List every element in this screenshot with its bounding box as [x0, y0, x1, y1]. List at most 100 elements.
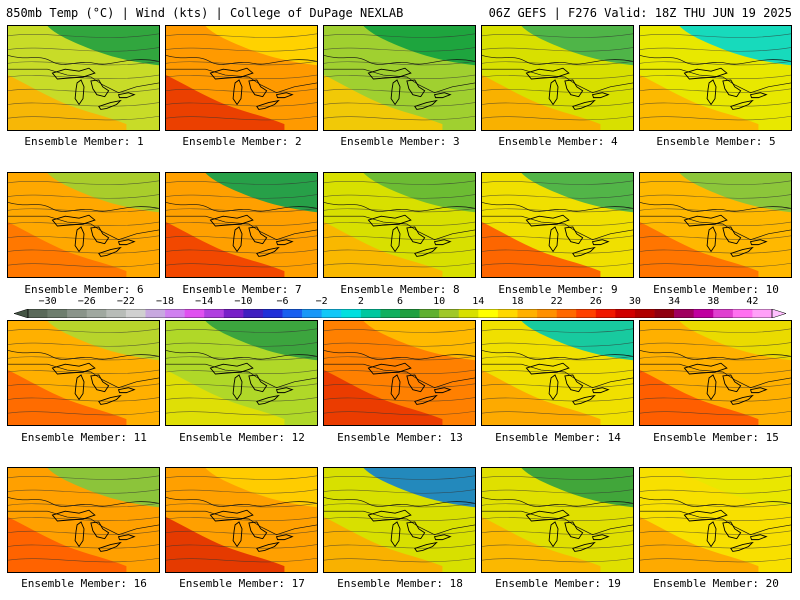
great-lake-outline [414, 394, 438, 405]
colorbar-segment [125, 309, 146, 318]
temperature-field [8, 321, 159, 425]
ensemble-member-map [165, 320, 318, 426]
great-lake-outline [749, 239, 768, 246]
colorbar-tick-label: 18 [511, 296, 524, 307]
great-lake-outline [209, 214, 254, 227]
temperature-field [640, 321, 791, 425]
ensemble-member-map [481, 320, 634, 426]
colorbar-segment [615, 309, 636, 318]
great-lake-outline [275, 387, 294, 394]
colorbar-segment [341, 309, 362, 318]
great-lake-outline [548, 374, 559, 401]
great-lake-outline [749, 92, 768, 99]
temperature-field [640, 26, 791, 130]
great-lake-outline [51, 362, 96, 375]
great-lake-outline [433, 387, 452, 394]
great-lake-outline [209, 67, 254, 80]
colorbar-tick-label: −10 [234, 296, 253, 307]
colorbar-tick-label: −30 [38, 296, 57, 307]
colorbar-segment [321, 309, 342, 318]
temperature-field [324, 321, 475, 425]
colorbar-segment [380, 309, 401, 318]
colorbar-tick-label: 6 [396, 296, 404, 307]
colorbar-segment [67, 309, 88, 318]
colorbar-segment [693, 309, 714, 318]
great-lake-outline [548, 226, 559, 253]
ensemble-member-label: Ensemble Member: 3 [340, 135, 460, 148]
colorbar-segment [262, 309, 283, 318]
great-lake-outline [683, 509, 728, 522]
great-lake-outline [256, 246, 280, 257]
great-lake-outline [572, 99, 596, 110]
temperature-field [640, 468, 791, 572]
great-lake-outline [74, 374, 85, 401]
great-lake-outline [722, 79, 742, 98]
ensemble-member-label: Ensemble Member: 14 [495, 431, 621, 444]
great-lake-outline [433, 92, 452, 99]
ensemble-member-label: Ensemble Member: 8 [340, 283, 460, 296]
ensemble-member-label: Ensemble Member: 19 [495, 577, 621, 590]
colorbar-segment [28, 309, 48, 318]
great-lake-outline [232, 226, 243, 253]
colorbar-tick-label: −22 [116, 296, 135, 307]
great-lake-outline [275, 92, 294, 99]
temperature-field [166, 26, 317, 130]
colorbar-segment [223, 309, 244, 318]
temperature-field [482, 26, 633, 130]
ensemble-member-map [639, 172, 792, 278]
great-lake-outline [406, 374, 426, 393]
ensemble-member-map [639, 25, 792, 131]
great-lake-outline [232, 521, 243, 548]
great-lake-outline [433, 239, 452, 246]
temperature-field [8, 173, 159, 277]
great-lake-outline [706, 521, 717, 548]
great-lake-outline [730, 394, 754, 405]
ensemble-member-label: Ensemble Member: 1 [24, 135, 144, 148]
great-lake-outline [722, 374, 742, 393]
temperature-field [166, 468, 317, 572]
great-lake-outline [256, 394, 280, 405]
great-lake-outline [548, 521, 559, 548]
colorbar-segment [165, 309, 185, 318]
ensemble-member-label: Ensemble Member: 2 [182, 135, 302, 148]
great-lake-outline [209, 509, 254, 522]
colorbar-segment [595, 309, 616, 318]
great-lake-outline [117, 534, 136, 541]
ensemble-member-map [323, 320, 476, 426]
great-lake-outline [98, 246, 122, 257]
great-lake-outline [525, 362, 570, 375]
great-lake-outline [722, 226, 742, 245]
colorbar-tick-label: 10 [433, 296, 446, 307]
ensemble-member-label: Ensemble Member: 10 [653, 283, 779, 296]
great-lake-outline [572, 541, 596, 552]
ensemble-member-label: Ensemble Member: 11 [21, 431, 147, 444]
ensemble-member-map [165, 25, 318, 131]
great-lake-outline [74, 226, 85, 253]
great-lake-outline [406, 226, 426, 245]
great-lake-outline [256, 99, 280, 110]
temperature-field [482, 173, 633, 277]
colorbar-segment [400, 309, 420, 318]
great-lake-outline [98, 541, 122, 552]
great-lake-outline [683, 362, 728, 375]
great-lake-outline [730, 246, 754, 257]
colorbar-segment [360, 309, 381, 318]
great-lake-outline [433, 534, 452, 541]
great-lake-outline [591, 387, 610, 394]
colorbar-tick-label: 38 [707, 296, 720, 307]
temperature-field [640, 173, 791, 277]
great-lake-outline [51, 214, 96, 227]
colorbar-segment [674, 309, 694, 318]
ensemble-member-label: Ensemble Member: 6 [24, 283, 144, 296]
great-lake-outline [564, 374, 584, 393]
ensemble-member-map [7, 172, 160, 278]
great-lake-outline [248, 226, 268, 245]
temperature-field [482, 468, 633, 572]
great-lake-outline [564, 226, 584, 245]
great-lake-outline [390, 79, 401, 106]
great-lake-outline [591, 92, 610, 99]
great-lake-outline [367, 67, 412, 80]
ensemble-member-map [7, 467, 160, 573]
temperature-field [482, 321, 633, 425]
great-lake-outline [51, 67, 96, 80]
